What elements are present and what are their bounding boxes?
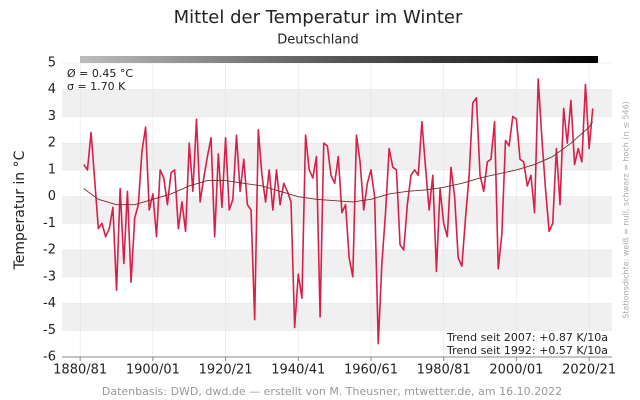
y-tick-label: 2: [48, 136, 56, 151]
x-tick-label: 1940/41: [271, 363, 325, 378]
trend-line: [83, 121, 594, 206]
x-tick-label: 1960/61: [344, 363, 398, 378]
source-note: Datenbasis: DWD, dwd.de — erstellt von M…: [102, 385, 562, 398]
y-tick-label: -1: [43, 216, 56, 231]
y-tick-label: 0: [48, 189, 56, 204]
y-tick-label: -5: [43, 323, 56, 338]
stat-mean: Ø = 0.45 °C: [67, 67, 133, 80]
grid-band: [62, 303, 612, 331]
chart-subtitle: Deutschland: [277, 33, 359, 48]
x-tick-label: 1900/01: [126, 363, 180, 378]
y-tick-label: -6: [43, 350, 56, 365]
trend-note: Trend seit 2007: +0.87 K/10a: [446, 331, 608, 344]
grid-band: [62, 89, 612, 117]
x-tick-label: 2020/21: [562, 363, 616, 378]
chart-title: Mittel der Temperatur im Winter: [174, 7, 463, 28]
trend-note: Trend seit 1992: +0.57 K/10a: [446, 344, 608, 357]
data-line: [83, 78, 594, 345]
y-tick-label: 5: [48, 56, 56, 71]
x-tick-label: 1880/81: [53, 363, 107, 378]
side-note: Stationsdichte: weiß = null, schwarz = h…: [622, 101, 631, 319]
y-tick-label: -4: [43, 296, 56, 311]
y-tick-label: -2: [43, 243, 56, 258]
y-tick-label: 1: [48, 162, 56, 177]
station-density-bar: [80, 56, 598, 63]
y-tick-label: 3: [48, 109, 56, 124]
y-tick-label: -3: [43, 269, 56, 284]
x-tick-label: 1980/81: [417, 363, 471, 378]
x-tick-label: 1920/21: [199, 363, 253, 378]
x-tick-label: 2000/01: [489, 363, 543, 378]
y-axis-label: Temperatur in °C: [12, 150, 28, 270]
stat-sd: σ = 1.70 K: [67, 80, 126, 93]
grid-band: [62, 250, 612, 277]
y-tick-label: 4: [48, 82, 56, 97]
